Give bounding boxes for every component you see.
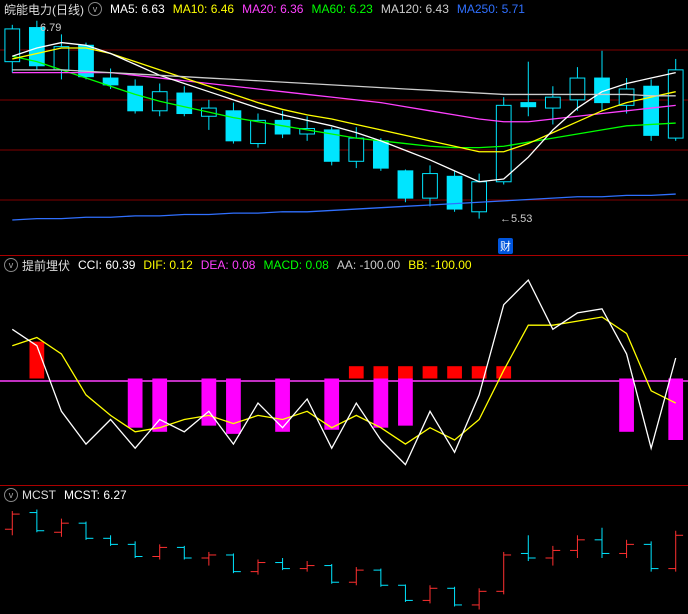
low-price-label: ←5.53 [500,213,532,225]
oscillator-panel[interactable]: v 提前埋伏 CCI: 60.39 DIF: 0.12 DEA: 0.08 MA… [0,256,688,485]
chevron-down-icon[interactable]: v [4,488,18,502]
mcst-title: v MCST [4,488,56,502]
ma250-label: MA250: 5.71 [457,2,525,16]
ma120-label: MA120: 6.43 [381,2,449,16]
mcst-chart-svg [0,486,688,614]
osc-header: v 提前埋伏 CCI: 60.39 DIF: 0.12 DEA: 0.08 MA… [0,256,688,274]
osc-title: v 提前埋伏 [4,257,70,274]
ma5-label: MA5: 6.63 [110,2,165,16]
main-header: 皖能电力(日线) v MA5: 6.63 MA10: 6.46 MA20: 6.… [0,0,688,18]
main-price-panel[interactable]: 皖能电力(日线) v MA5: 6.63 MA10: 6.46 MA20: 6.… [0,0,688,255]
ma60-label: MA60: 6.23 [311,2,372,16]
macd-label: MACD: 0.08 [263,258,328,272]
dea-label: DEA: 0.08 [201,258,256,272]
aa-label: AA: -100.00 [337,258,400,272]
ma10-label: MA10: 6.46 [173,2,234,16]
chevron-down-icon[interactable]: v [4,258,18,272]
mcst-header: v MCST MCST: 6.27 [0,486,688,504]
mcst-panel[interactable]: v MCST MCST: 6.27 [0,486,688,614]
bb-label: BB: -100.00 [408,258,471,272]
mcst-value-label: MCST: 6.27 [64,488,127,502]
osc-chart-svg [0,256,688,485]
high-price-label: 6.79 [40,22,61,34]
cci-label: CCI: 60.39 [78,258,135,272]
dif-label: DIF: 0.12 [143,258,192,272]
chevron-down-icon[interactable]: v [88,2,102,16]
ma20-label: MA20: 6.36 [242,2,303,16]
main-chart-svg [0,0,688,255]
marker-tag: 财 [498,238,513,254]
main-title: 皖能电力(日线) v [4,1,102,18]
